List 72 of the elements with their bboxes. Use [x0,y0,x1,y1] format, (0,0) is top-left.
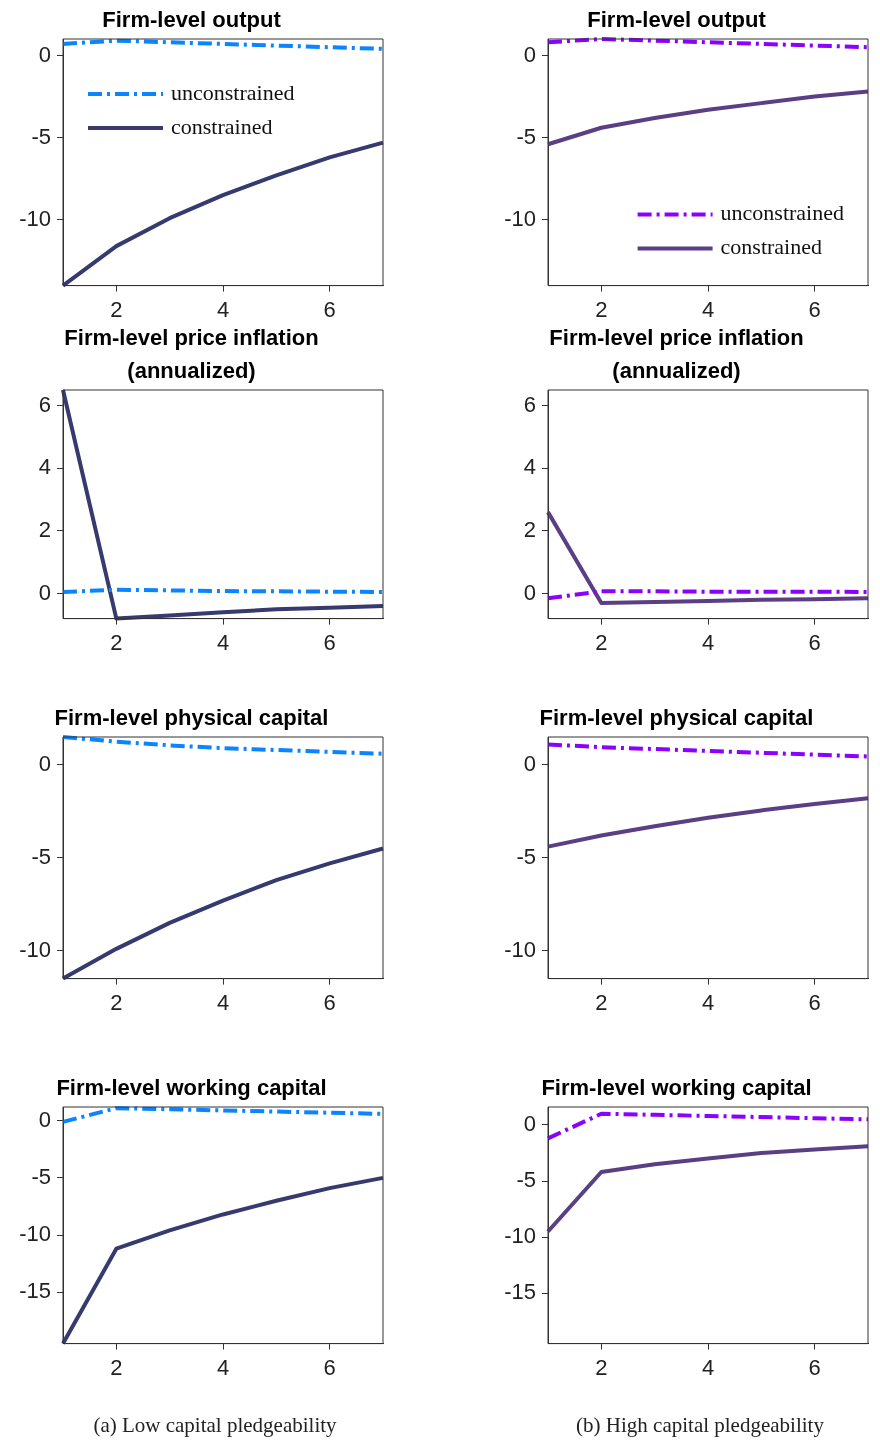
y-tick-label: 4 [38,454,51,480]
legend-label: constrained [171,113,273,139]
x-tick-label: 2 [595,1354,608,1380]
chart-title: Firm-level physical capital [54,704,329,730]
y-tick-label: 4 [523,454,536,480]
chart-title: Firm-level output [587,6,767,32]
y-tick-label: -5 [31,843,51,869]
y-tick-label: 0 [523,579,536,605]
y-tick-label: -5 [516,123,536,149]
x-tick-label: 6 [323,296,336,322]
chart-title: Firm-level working capital [56,1074,327,1100]
y-tick-label: -10 [19,205,51,231]
x-tick-label: 6 [808,1354,821,1380]
chart-title: Firm-level price inflation (annualized) [64,324,319,383]
x-tick-label: 2 [595,989,608,1015]
y-tick-label: 0 [38,579,51,605]
y-tick-label: -10 [504,1223,536,1249]
line-series [546,589,870,601]
x-tick-label: 6 [323,989,336,1015]
x-tick-label: 4 [216,629,230,655]
y-tick-label: 2 [38,516,51,542]
line-series [546,37,870,50]
legend-label: constrained [720,234,822,260]
y-tick-label: 6 [38,391,51,417]
x-tick-label: 2 [110,989,123,1015]
x-tick-label: 6 [323,1354,336,1380]
legend-label: unconstrained [720,200,844,226]
x-tick-label: 4 [701,629,715,655]
y-tick-label: 0 [523,750,536,776]
legend-label: unconstrained [171,79,295,105]
chart-title: Firm-level price inflation (annualized) [549,324,804,383]
x-tick-label: 2 [110,296,123,322]
x-tick-label: 4 [216,1354,230,1380]
y-tick-label: -5 [516,843,536,869]
y-tick-label: 6 [523,391,536,417]
y-tick-label: 0 [38,41,51,67]
y-tick-label: -15 [19,1278,51,1304]
line-series [61,735,385,756]
y-tick-label: 0 [523,1111,536,1136]
x-tick-label: 4 [701,1354,715,1380]
y-tick-label: -15 [504,1279,536,1305]
x-tick-label: 6 [808,629,821,655]
text: (b) High capital pledgeability [575,1413,825,1438]
y-tick-label: -5 [31,123,51,149]
line-series [61,38,385,51]
y-tick-label: 0 [38,1106,51,1132]
x-tick-label: 2 [110,1354,123,1380]
y-tick-label: 2 [523,516,536,542]
x-tick-label: 2 [110,629,123,655]
y-tick-label: -10 [19,936,51,962]
x-tick-label: 2 [595,296,608,322]
x-tick-label: 4 [216,989,230,1015]
y-tick-label: -10 [504,936,536,962]
y-tick-label: -10 [19,1221,51,1247]
chart-title: Firm-level working capital [541,1074,812,1100]
x-tick-label: 4 [216,296,230,322]
y-tick-label: 0 [38,750,51,776]
x-tick-label: 6 [808,296,821,322]
y-tick-label: 0 [523,41,536,67]
chart-title: Firm-level physical capital [539,704,814,730]
y-tick-label: -5 [516,1167,536,1193]
x-tick-label: 4 [701,989,715,1015]
y-tick-label: -5 [31,1163,51,1189]
y-tick-label: -10 [504,205,536,231]
x-tick-label: 4 [701,296,715,322]
text: (a) Low capital pledgeability [92,1413,338,1438]
x-tick-label: 6 [323,629,336,655]
line-series [546,742,870,759]
x-tick-label: 2 [595,629,608,655]
x-tick-label: 6 [808,989,821,1015]
chart-title: Firm-level output [102,6,282,32]
line-series [546,1111,870,1141]
